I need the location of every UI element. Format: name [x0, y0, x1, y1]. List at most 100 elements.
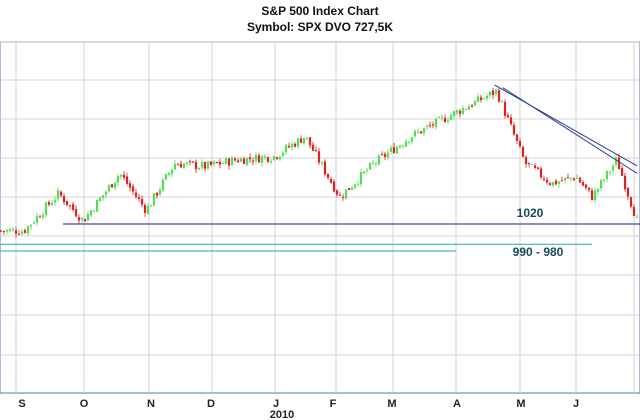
candle-body-114 [341, 196, 345, 198]
candle-body-129 [386, 152, 390, 158]
candle-body-64 [191, 161, 195, 163]
candle-body-168 [503, 101, 507, 116]
candle-body-120 [359, 172, 363, 185]
candle-body-130 [389, 147, 393, 152]
candle-body-67 [200, 162, 204, 168]
x-tick-label-2: N [147, 398, 155, 410]
candle-body-88 [263, 156, 267, 158]
candle-body-198 [593, 190, 597, 201]
candle-body-65 [194, 161, 198, 170]
candle-body-147 [440, 117, 444, 119]
candle-body-75 [224, 158, 228, 164]
candle-body-125 [374, 163, 378, 165]
candle-body-108 [323, 161, 327, 175]
candle-body-100 [299, 138, 303, 143]
candle-body-181 [542, 178, 546, 180]
candle-body-212 [635, 216, 639, 218]
candle-body-91 [272, 156, 276, 160]
candle-body-16 [47, 202, 51, 205]
candle-body-180 [539, 168, 543, 178]
candle-body-12 [35, 215, 39, 223]
candle-body-45 [134, 192, 138, 197]
candle-body-162 [485, 95, 489, 99]
chart-subtitle: Symbol: SPX DVO 727,5K [246, 20, 394, 34]
candle-body-139 [416, 131, 420, 133]
candle-body-189 [566, 177, 570, 179]
candle-body-1 [2, 230, 6, 232]
candle-body-138 [413, 130, 417, 137]
candle-body-137 [410, 137, 414, 142]
candle-body-156 [467, 106, 471, 110]
candle-body-103 [308, 137, 312, 146]
candle-body-3 [8, 229, 12, 232]
candle-body-99 [296, 138, 300, 147]
candle-body-10 [29, 224, 33, 227]
candle-body-83 [248, 157, 252, 160]
candle-body-188 [563, 177, 567, 181]
candle-body-69 [206, 161, 210, 169]
candle-body-142 [425, 125, 429, 128]
candle-body-123 [368, 163, 372, 170]
candle-body-197 [590, 190, 594, 201]
candle-body-11 [32, 222, 36, 224]
candle-body-51 [152, 193, 156, 206]
candle-body-112 [335, 190, 339, 195]
candle-body-63 [188, 161, 192, 163]
candle-body-171 [512, 125, 516, 135]
candle-body-172 [515, 134, 519, 141]
candle-body-59 [176, 164, 180, 166]
candle-body-136 [407, 141, 411, 143]
candle-body-210 [629, 197, 633, 207]
candle-body-134 [401, 145, 405, 147]
candle-body-177 [530, 164, 534, 166]
candle-body-90 [269, 161, 273, 163]
candle-body-78 [233, 158, 237, 161]
candle-body-174 [521, 147, 525, 157]
year-label: 2010 [270, 409, 294, 420]
candle-body-161 [482, 98, 486, 100]
candle-body-115 [344, 189, 348, 199]
candle-body-29 [86, 214, 90, 221]
candle-body-205 [614, 157, 618, 165]
candle-body-61 [182, 163, 186, 169]
candle-body-208 [623, 175, 627, 190]
x-tick-label-8: M [516, 398, 525, 410]
candle-body-176 [527, 162, 531, 165]
candle-body-25 [74, 209, 78, 217]
candle-body-81 [242, 158, 246, 164]
candle-body-109 [326, 173, 330, 178]
candle-body-165 [494, 89, 498, 94]
candle-body-160 [479, 97, 483, 100]
candle-body-183 [548, 183, 552, 185]
candle-body-167 [500, 101, 504, 103]
x-tick-label-4: J [273, 398, 279, 410]
candle-body-46 [137, 196, 141, 199]
candle-body-187 [560, 180, 564, 182]
candle-body-70 [209, 161, 213, 165]
candle-body-80 [239, 158, 243, 162]
candle-body-149 [446, 120, 450, 122]
x-tick-label-5: F [330, 398, 337, 410]
candle-body-111 [332, 181, 336, 192]
candle-body-121 [362, 171, 366, 174]
candle-body-23 [68, 205, 72, 207]
candle-body-68 [203, 162, 207, 169]
candle-body-113 [338, 194, 342, 196]
candle-body-71 [212, 161, 216, 165]
candle-body-105 [314, 149, 318, 151]
x-tick-label-1: O [80, 398, 89, 410]
candle-body-52 [155, 192, 159, 196]
candle-body-74 [221, 163, 225, 165]
candle-body-124 [371, 162, 375, 164]
candle-body-159 [476, 96, 480, 103]
candle-body-193 [578, 177, 582, 183]
candle-body-5 [14, 230, 18, 234]
candle-body-84 [251, 160, 255, 162]
candle-body-30 [89, 210, 93, 216]
candle-body-190 [569, 177, 573, 179]
candle-body-73 [218, 161, 222, 165]
candle-body-41 [122, 174, 126, 178]
candle-body-163 [488, 91, 492, 96]
candle-body-89 [266, 157, 270, 162]
candle-body-31 [92, 210, 96, 212]
